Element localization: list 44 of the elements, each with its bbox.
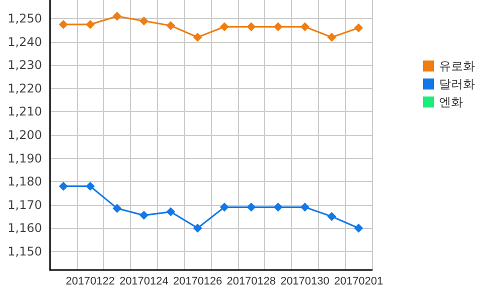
point bbox=[300, 202, 310, 212]
x-tick-label: 20170126 bbox=[173, 276, 222, 288]
point bbox=[193, 224, 202, 233]
y-tick-label: 1,240 bbox=[8, 34, 42, 49]
point bbox=[354, 23, 364, 32]
x-tick-label: 20170130 bbox=[280, 276, 330, 288]
point bbox=[58, 20, 68, 29]
point bbox=[112, 12, 122, 21]
point bbox=[220, 22, 229, 32]
y-tick-label: 1,190 bbox=[8, 151, 42, 166]
point bbox=[139, 16, 148, 26]
point bbox=[86, 20, 95, 29]
point bbox=[274, 22, 283, 32]
y-tick-label: 1,170 bbox=[8, 198, 42, 212]
point bbox=[274, 202, 283, 212]
x-tick-label: 20170201 bbox=[334, 276, 384, 288]
point bbox=[300, 22, 310, 32]
point bbox=[112, 204, 122, 213]
point bbox=[139, 210, 148, 220]
y-tick-label: 1,180 bbox=[8, 174, 42, 189]
point bbox=[166, 207, 176, 216]
y-tick-label: 1,250 bbox=[8, 12, 42, 26]
y-tick-label: 1,200 bbox=[8, 128, 42, 142]
x-tick-label: 20170122 bbox=[66, 276, 115, 288]
legend-label: 유로화 bbox=[439, 59, 475, 73]
y-tick-label: 1,210 bbox=[8, 104, 42, 119]
point bbox=[327, 32, 336, 42]
point bbox=[354, 224, 364, 233]
y-tick-label: 1,160 bbox=[8, 221, 42, 236]
point bbox=[220, 202, 229, 212]
point bbox=[193, 32, 202, 42]
y-tick-label: 1,230 bbox=[8, 58, 42, 72]
point bbox=[246, 202, 256, 212]
x-tick-label: 20170124 bbox=[119, 276, 168, 288]
y-tick-label: 1,150 bbox=[8, 244, 42, 258]
legend-label: 엔화 bbox=[439, 95, 463, 109]
point bbox=[58, 182, 68, 191]
point bbox=[166, 21, 176, 30]
y-tick-label: 1,220 bbox=[8, 81, 42, 96]
point bbox=[327, 212, 336, 221]
x-tick-label: 20170128 bbox=[226, 276, 276, 288]
point bbox=[86, 182, 95, 191]
legend-label: 달러화 bbox=[439, 77, 475, 91]
point bbox=[246, 22, 256, 32]
